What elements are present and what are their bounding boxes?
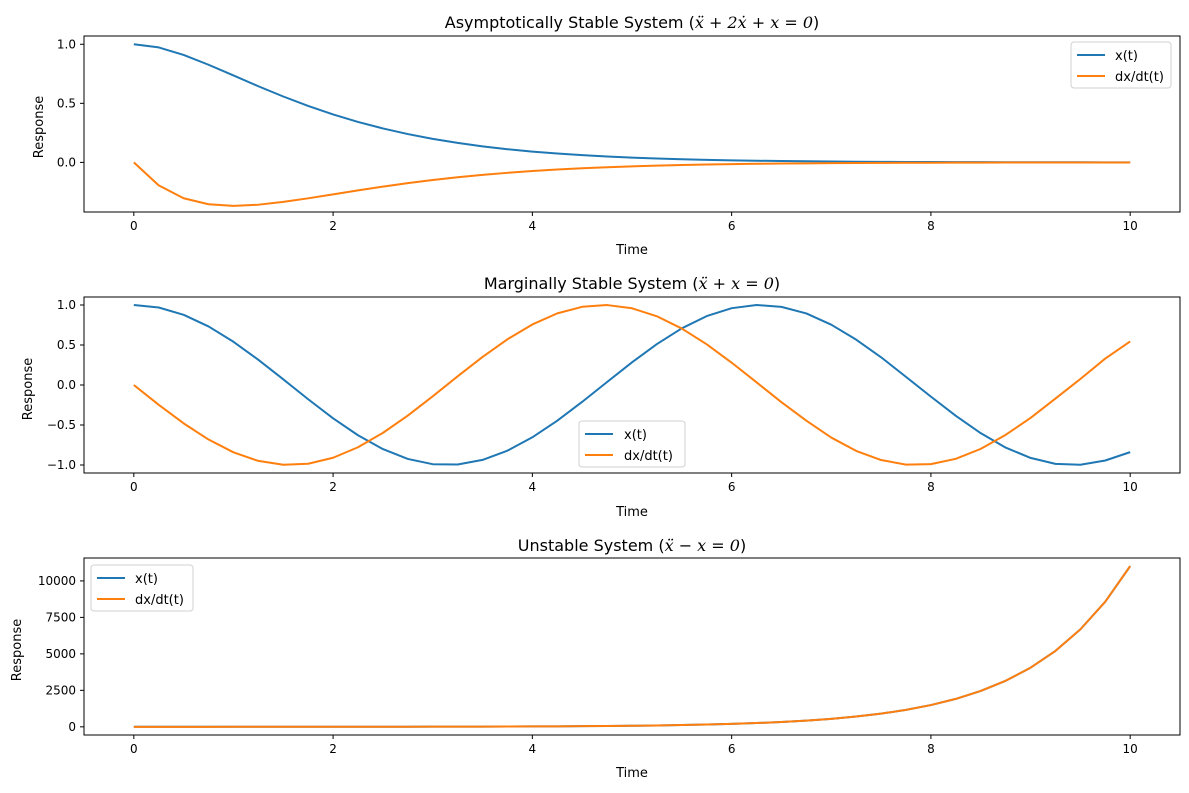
- y-tick-label: 0: [68, 720, 76, 734]
- x-axis-label: Time: [615, 766, 648, 781]
- legend-label-dxdt: dx/dt(t): [624, 449, 673, 464]
- x-tick-label: 10: [1123, 742, 1138, 756]
- x-tick-label: 6: [728, 219, 736, 233]
- y-tick-label: 0.5: [57, 338, 76, 352]
- x-axis-label: Time: [615, 243, 648, 258]
- y-tick-label: 1.0: [57, 298, 76, 312]
- y-tick-label: 10000: [38, 574, 76, 588]
- x-tick-label: 0: [130, 480, 138, 494]
- y-tick-label: −1.0: [47, 458, 76, 472]
- legend-label-x: x(t): [135, 572, 158, 587]
- x-tick-label: 4: [529, 480, 537, 494]
- y-tick-label: −0.5: [47, 418, 76, 432]
- legend: x(t) dx/dt(t): [578, 420, 686, 468]
- y-tick-label: 5000: [45, 647, 76, 661]
- legend-label-x: x(t): [624, 428, 647, 443]
- y-axis-label: Response: [21, 358, 36, 420]
- legend-label-dxdt: dx/dt(t): [1115, 70, 1164, 85]
- subplot-unstable: Unstable System (ẍ − x = 0) 0 2 4 6 8 10 0 2500…: [10, 536, 1181, 781]
- series-line-dxdt: [133, 304, 1131, 466]
- x-tick-label: 10: [1123, 480, 1138, 494]
- y-tick-label: 0.5: [57, 96, 76, 110]
- x-tick-label: 8: [927, 219, 935, 233]
- y-axis-label: Response: [10, 619, 25, 681]
- subplot-title: Marginally Stable System (ẍ + x = 0): [484, 274, 780, 293]
- subplot-title: Unstable System (ẍ − x = 0): [518, 536, 746, 555]
- subplot-marginally-stable: Marginally Stable System (ẍ + x = 0) 0 2 4…: [21, 274, 1181, 520]
- series-line-dxdt: [133, 161, 1131, 207]
- x-tick-label: 0: [130, 219, 138, 233]
- series-line-dxdt: [133, 565, 1131, 728]
- x-tick-label: 0: [130, 742, 138, 756]
- subplot-asymptotically-stable: Asymptotically Stable System (ẍ + 2ẋ + x…: [32, 13, 1181, 258]
- series-line-x: [133, 304, 1131, 466]
- x-tick-label: 10: [1123, 219, 1138, 233]
- y-tick-label: 0.0: [57, 155, 76, 169]
- y-tick-label: 1.0: [57, 37, 76, 51]
- axes-frame: [83, 557, 1181, 736]
- axes-frame: [83, 35, 1181, 213]
- x-tick-label: 6: [728, 480, 736, 494]
- plot-area: 0 2 4 6 8 10 0 2500 5000 7500 10000: [38, 557, 1181, 756]
- x-tick-label: 8: [927, 742, 935, 756]
- x-axis-label: Time: [615, 505, 648, 520]
- y-tick-label: 7500: [45, 610, 76, 624]
- y-tick-label: 2500: [45, 683, 76, 697]
- x-tick-label: 6: [728, 742, 736, 756]
- legend-label-dxdt: dx/dt(t): [135, 593, 184, 608]
- x-tick-label: 2: [329, 480, 337, 494]
- legend-label-x: x(t): [1115, 49, 1138, 64]
- legend: x(t) dx/dt(t): [90, 564, 194, 612]
- y-tick-label: 0.0: [57, 378, 76, 392]
- x-tick-label: 2: [329, 742, 337, 756]
- x-tick-label: 4: [529, 219, 537, 233]
- plot-area: 0 2 4 6 8 10 0.0 0.5 1.0: [57, 35, 1181, 233]
- x-tick-label: 8: [927, 480, 935, 494]
- x-tick-label: 4: [529, 742, 537, 756]
- legend: x(t) dx/dt(t): [1070, 41, 1172, 89]
- plot-area: 0 2 4 6 8 10 −1.0 −0.5 0.0 0.5 1.0: [47, 296, 1181, 494]
- y-axis-label: Response: [32, 96, 47, 158]
- subplot-title: Asymptotically Stable System (ẍ + 2ẋ + x…: [445, 13, 820, 32]
- x-tick-label: 2: [329, 219, 337, 233]
